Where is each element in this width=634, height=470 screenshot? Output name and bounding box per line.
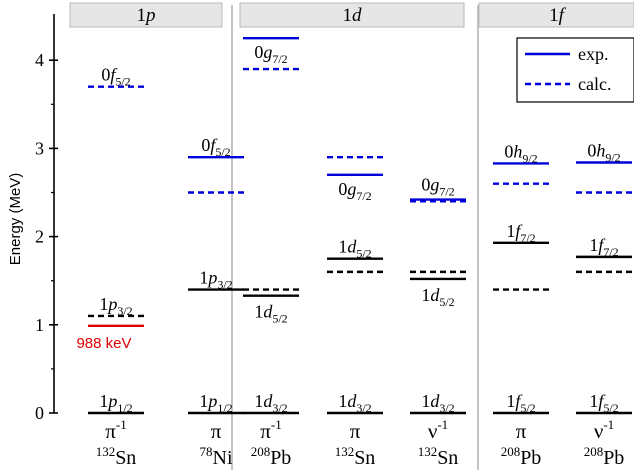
y-tick-label: 2 <box>35 227 44 247</box>
level-label: 1d3/2 <box>421 391 454 415</box>
level-label: 1d3/2 <box>338 391 371 415</box>
level-label: 0g7/2 <box>338 179 371 203</box>
level-label: 1p1/2 <box>99 391 132 415</box>
column-nucleus-label: 208Pb <box>251 444 292 469</box>
level-label: 1d5/2 <box>254 302 287 326</box>
legend-exp-label: exp. <box>578 44 609 64</box>
level-label: 0h9/2 <box>587 141 620 165</box>
legend-box <box>516 37 634 103</box>
column-particle-label: π-1 <box>260 417 281 443</box>
group-header-box <box>69 2 223 28</box>
column-nucleus-label: 78Ni <box>200 444 233 469</box>
level-label: 1f7/2 <box>589 235 618 259</box>
column-particle-label: ν-1 <box>428 417 448 443</box>
group-header-box <box>478 2 634 28</box>
column-nucleus-label: 208Pb <box>584 444 625 469</box>
column-particle-label: π <box>350 419 361 443</box>
level-label: 0g7/2 <box>421 175 454 199</box>
group-header-label: 1p <box>137 5 156 26</box>
column-particle-label: π <box>211 419 222 443</box>
level-label: 1p1/2 <box>199 391 232 415</box>
column-particle-label: π-1 <box>105 417 126 443</box>
y-tick-label: 1 <box>35 315 44 335</box>
level-label: 0f5/2 <box>201 135 230 159</box>
column-particle-label: π <box>516 419 527 443</box>
level-label: 0g7/2 <box>254 42 287 66</box>
level-label: 1f5/2 <box>589 391 618 415</box>
level-label: 0f5/2 <box>101 65 130 89</box>
level-label: 0h9/2 <box>504 141 537 165</box>
column-nucleus-label: 132Sn <box>96 444 137 469</box>
level-label: 1f7/2 <box>506 221 535 245</box>
column-nucleus-label: 132Sn <box>418 444 459 469</box>
level-label: 1p3/2 <box>199 268 232 292</box>
level-label: 1d5/2 <box>421 285 454 309</box>
level-label: 1f5/2 <box>506 391 535 415</box>
group-header-label: 1f <box>549 5 567 26</box>
legend-calc-label: calc. <box>578 74 611 94</box>
column-nucleus-label: 132Sn <box>335 444 376 469</box>
column-nucleus-label: 208Pb <box>501 444 542 469</box>
y-axis-label: Energy (MeV) <box>7 173 24 266</box>
y-tick-label: 3 <box>35 138 44 158</box>
level-label: 1p3/2 <box>99 294 132 318</box>
group-header-label: 1d <box>343 5 363 26</box>
column-particle-label: ν-1 <box>594 417 614 443</box>
level-label: 1d3/2 <box>254 391 287 415</box>
y-tick-label: 0 <box>35 403 44 423</box>
y-tick-label: 4 <box>35 50 44 70</box>
level-label: 1d5/2 <box>338 237 371 261</box>
group-header-box <box>239 2 465 28</box>
level-annotation: 988 keV <box>76 335 131 352</box>
